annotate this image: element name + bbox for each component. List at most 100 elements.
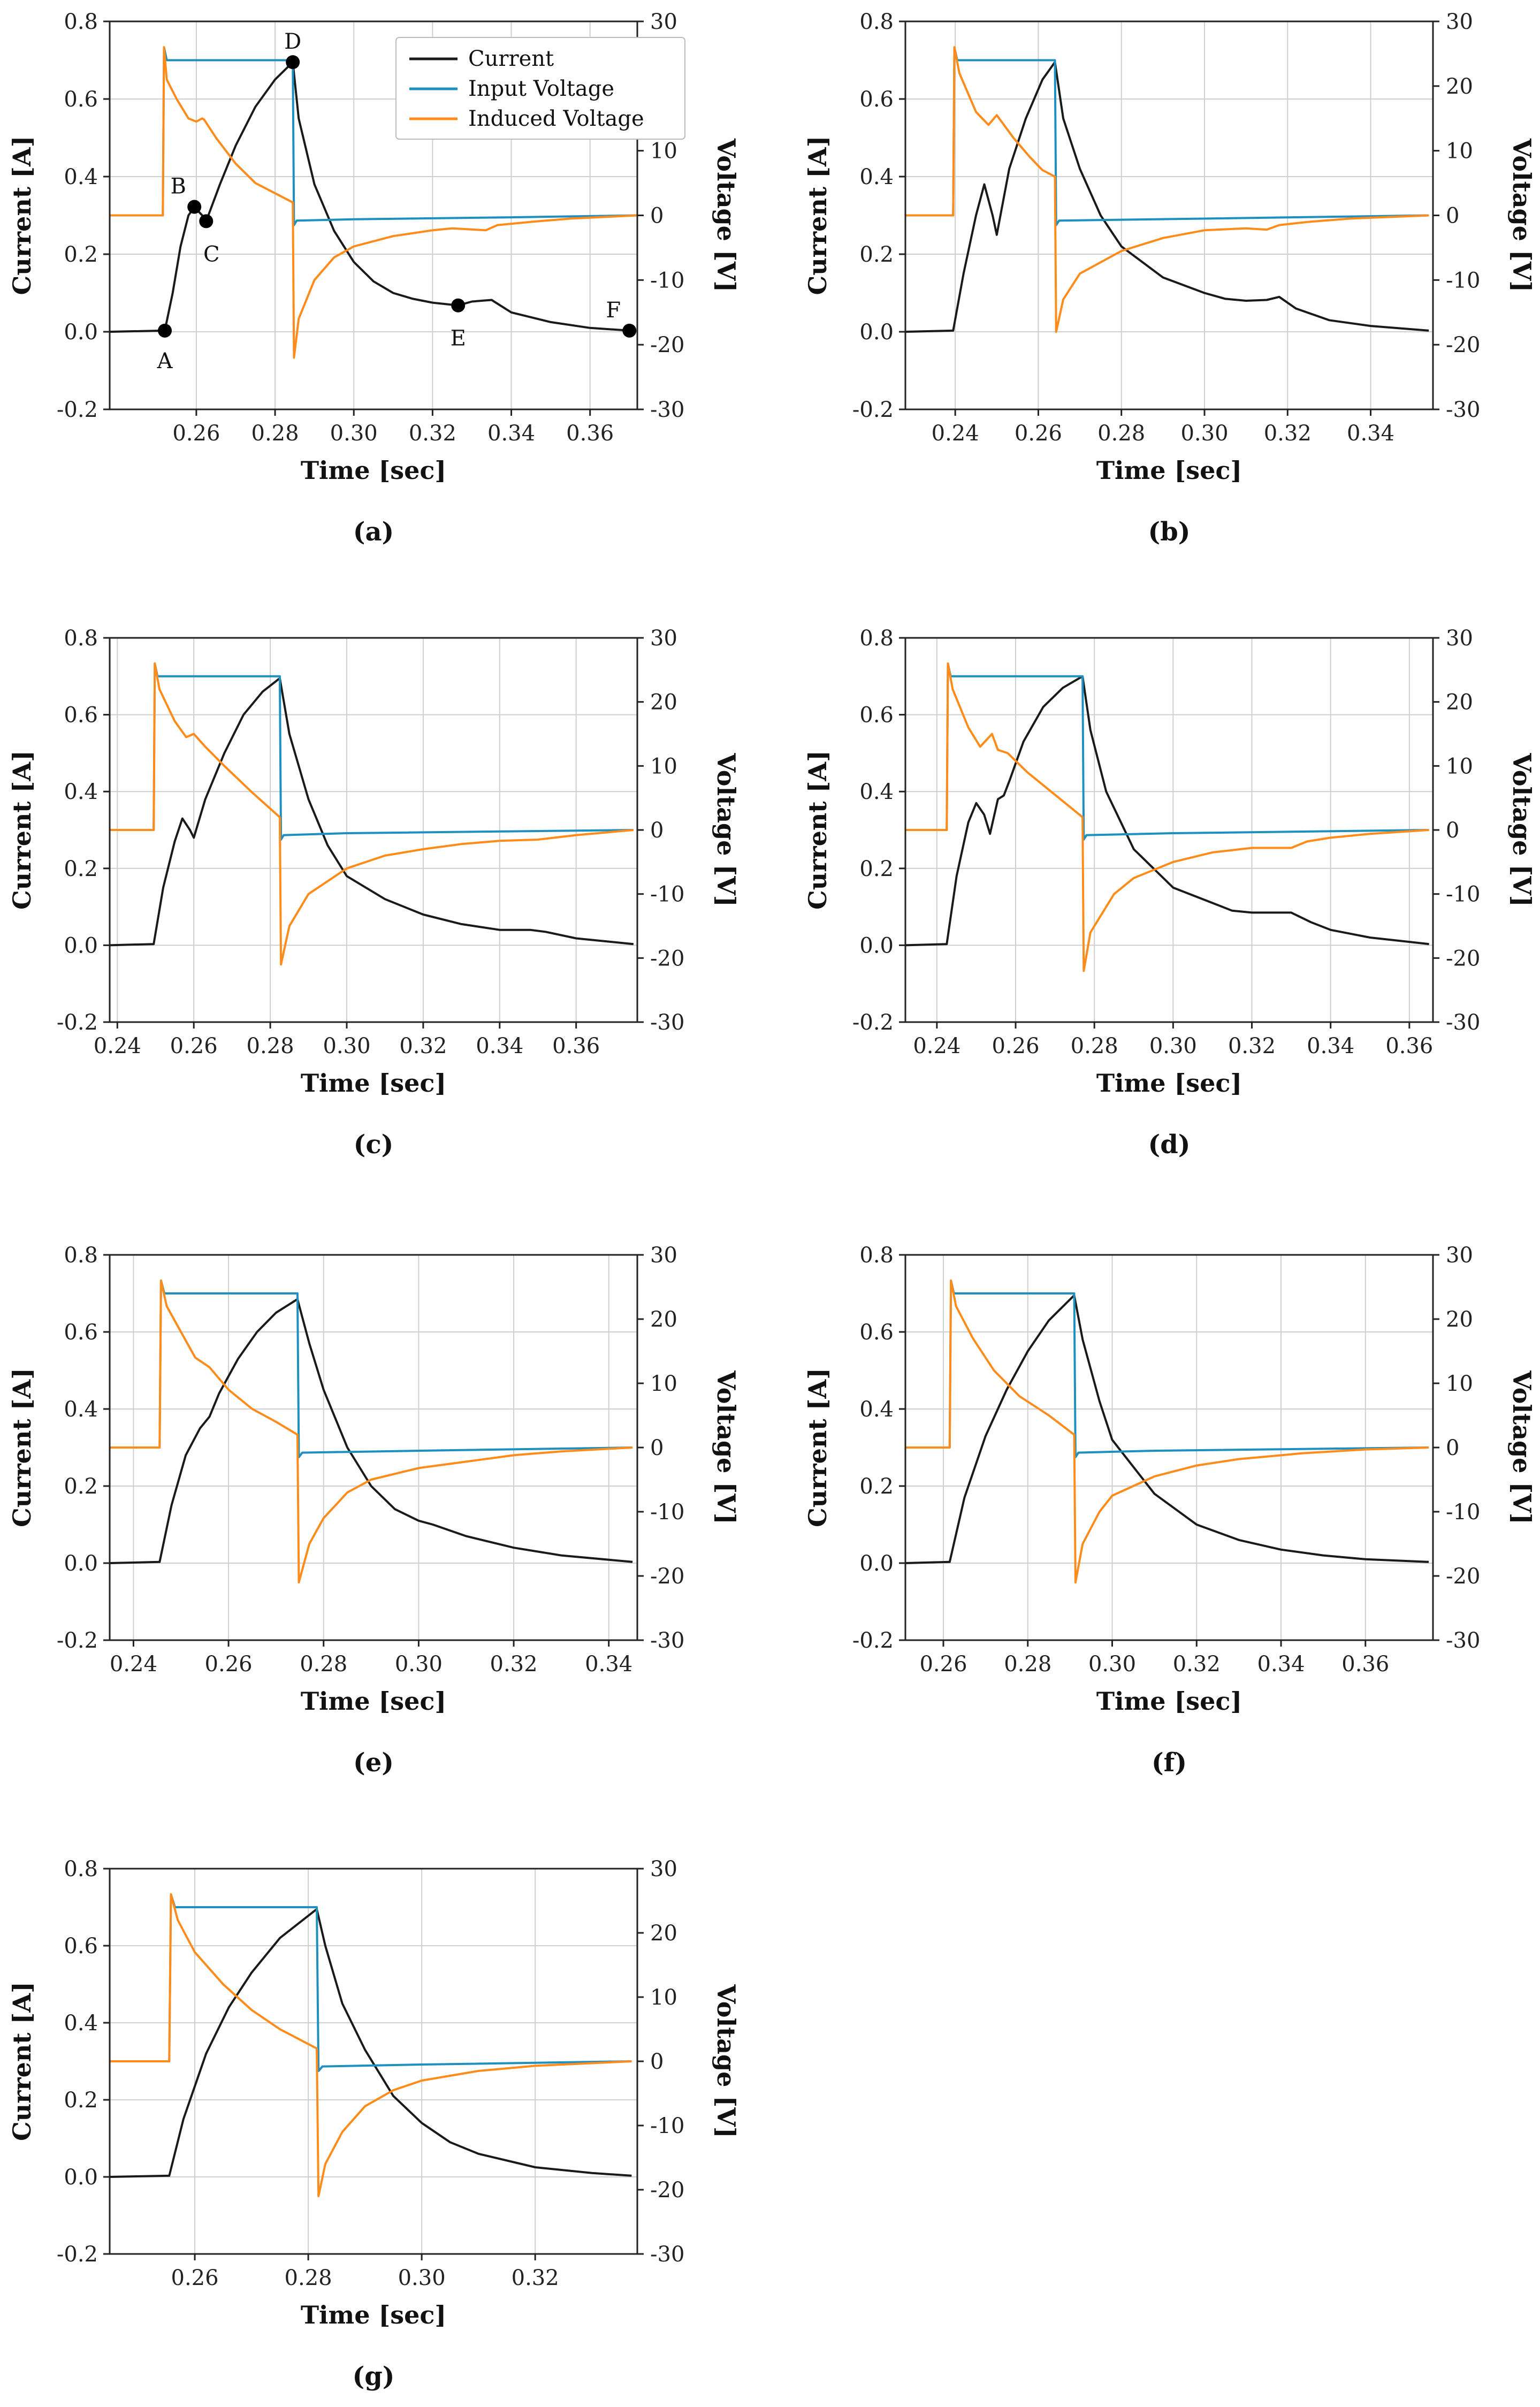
x-tick-label: 0.32 xyxy=(490,1652,538,1677)
y2-tick-label: -10 xyxy=(650,1500,684,1525)
y-axis-label: Current [A] xyxy=(803,136,832,295)
annotation-points: A B C D E F xyxy=(157,29,637,374)
x-tick-label: 0.32 xyxy=(1264,421,1312,446)
annotation-point-b xyxy=(187,200,202,214)
y2-tick-label: 0 xyxy=(650,2050,664,2074)
y-tick-label: 0.0 xyxy=(859,320,894,345)
series-input-voltage xyxy=(905,1279,1429,1458)
y-tick-label: 0.4 xyxy=(64,780,98,804)
y2-tick-label: 10 xyxy=(1446,754,1473,779)
panel-caption: (g) xyxy=(353,2362,395,2391)
y2-tick-label: -30 xyxy=(650,1628,684,1653)
y2-tick-label: 10 xyxy=(650,1985,677,2010)
x-tick-label: 0.30 xyxy=(1180,421,1228,446)
series-lines xyxy=(905,662,1429,972)
y-tick-label: 0.4 xyxy=(859,165,894,189)
y2-tick-label: -20 xyxy=(650,946,684,971)
x-tick-label: 0.36 xyxy=(1341,1652,1389,1677)
y-tick-label: -0.2 xyxy=(852,398,894,422)
y-tick-label: -0.2 xyxy=(852,1628,894,1653)
x-tick-label: 0.36 xyxy=(552,1034,600,1058)
y2-tick-label: 30 xyxy=(1446,1243,1473,1268)
x-tick-label: 0.30 xyxy=(1149,1034,1197,1058)
y2-axis-label: Voltage [V] xyxy=(1507,752,1536,907)
x-axis-label: Time [sec] xyxy=(301,1069,446,1098)
y2-tick-label: 30 xyxy=(650,626,677,651)
y2-tick-label: -30 xyxy=(1446,398,1480,422)
x-axis-label: Time [sec] xyxy=(301,2301,446,2329)
x-tick-label: 0.32 xyxy=(409,421,456,446)
y2-tick-label: -20 xyxy=(650,333,684,357)
annotation-label-c: C xyxy=(203,242,220,266)
y2-tick-label: 10 xyxy=(1446,1372,1473,1396)
y2-tick-label: -30 xyxy=(650,1010,684,1035)
chart-panel-e: 0.24 0.26 0.28 0.30 0.32 0.34 -0.2 0.0 0.2 0.4 0.6… xyxy=(7,1243,741,1778)
y-tick-label: 0.6 xyxy=(859,87,894,112)
y-tick-label: 0.2 xyxy=(64,857,98,881)
x-tick-label: 0.28 xyxy=(1097,421,1145,446)
x-axis-label: Time [sec] xyxy=(1096,456,1242,485)
y2-tick-label: -30 xyxy=(650,2242,684,2267)
y-tick-label: 0.2 xyxy=(859,242,894,267)
y2-tick-label: -10 xyxy=(1446,882,1480,907)
y-tick-label: 0.6 xyxy=(64,1934,98,1959)
panel-caption: (e) xyxy=(353,1748,394,1778)
y-tick-label: -0.2 xyxy=(57,398,98,422)
y-tick-label: 0.2 xyxy=(859,857,894,881)
y-axis-label: Current [A] xyxy=(803,1368,832,1527)
x-tick-label: 0.36 xyxy=(1385,1034,1433,1058)
y2-tick-label: -30 xyxy=(650,398,684,422)
y2-tick-label: 10 xyxy=(650,139,677,164)
gridlines xyxy=(905,21,1433,410)
y2-tick-label: 10 xyxy=(1446,139,1473,164)
legend-entry: Input Voltage xyxy=(468,77,614,101)
chart-panel-d: 0.24 0.26 0.28 0.30 0.32 0.34 0.36 -0.2 0.0 0.2 0.… xyxy=(803,626,1536,1160)
x-axis-label: Time [sec] xyxy=(301,1687,446,1716)
x-tick-label: 0.26 xyxy=(992,1034,1039,1058)
y-tick-label: 0.0 xyxy=(859,933,894,958)
x-tick-label: 0.30 xyxy=(398,2266,446,2290)
y2-tick-label: 20 xyxy=(1446,690,1473,715)
y2-tick-label: 0 xyxy=(1446,204,1459,228)
y2-axis-label: Voltage [V] xyxy=(712,1984,741,2138)
y2-tick-label: 10 xyxy=(650,1372,677,1396)
y-tick-label: -0.2 xyxy=(57,1010,98,1035)
panel-caption: (d) xyxy=(1148,1130,1191,1160)
y2-axis-label: Voltage [V] xyxy=(1507,138,1536,292)
y-tick-label: 0.0 xyxy=(64,933,98,958)
x-tick-label: 0.34 xyxy=(1347,421,1394,446)
y-tick-label: 0.6 xyxy=(64,87,98,112)
y2-tick-label: -20 xyxy=(650,1564,684,1589)
y2-tick-label: 30 xyxy=(650,1243,677,1268)
y2-axis-label: Voltage [V] xyxy=(712,752,741,907)
x-tick-label: 0.34 xyxy=(476,1034,523,1058)
y2-axis-label: Voltage [V] xyxy=(712,138,741,292)
y2-tick-label: 20 xyxy=(1446,74,1473,99)
x-tick-label: 0.32 xyxy=(1228,1034,1276,1058)
y-tick-label: 0.2 xyxy=(64,1474,98,1499)
chart-panel-f: 0.26 0.28 0.30 0.32 0.34 0.36 -0.2 0.0 0.2 0.4 0.6… xyxy=(803,1243,1536,1778)
annotation-point-c xyxy=(199,214,214,228)
series-current xyxy=(905,1294,1429,1564)
annotation-label-a: A xyxy=(157,349,173,374)
chart-panel-c: 0.24 0.26 0.28 0.30 0.32 0.34 0.36 -0.2 0.0 0.2 0.… xyxy=(7,626,741,1160)
y2-tick-label: 0 xyxy=(1446,818,1459,843)
x-axis-label: Time [sec] xyxy=(301,456,446,485)
x-tick-label: 0.28 xyxy=(1071,1034,1118,1058)
x-tick-label: 0.30 xyxy=(323,1034,370,1058)
series-induced-voltage xyxy=(110,1893,632,2197)
x-tick-label: 0.28 xyxy=(1004,1652,1051,1677)
y2-tick-label: 0 xyxy=(650,204,664,228)
y2-tick-label: -10 xyxy=(650,2114,684,2138)
series-lines xyxy=(109,662,634,966)
series-induced-voltage xyxy=(905,1279,1429,1583)
y2-axis-label: Voltage [V] xyxy=(1507,1370,1536,1524)
x-tick-label: 0.26 xyxy=(172,421,220,446)
y-tick-label: 0.8 xyxy=(64,1243,98,1268)
x-tick-label: 0.30 xyxy=(330,421,378,446)
series-induced-voltage xyxy=(110,1279,633,1583)
y2-tick-label: -10 xyxy=(650,268,684,293)
x-axis-label: Time [sec] xyxy=(1096,1069,1242,1098)
y2-tick-label: -10 xyxy=(650,882,684,907)
series-current xyxy=(109,1298,633,1564)
